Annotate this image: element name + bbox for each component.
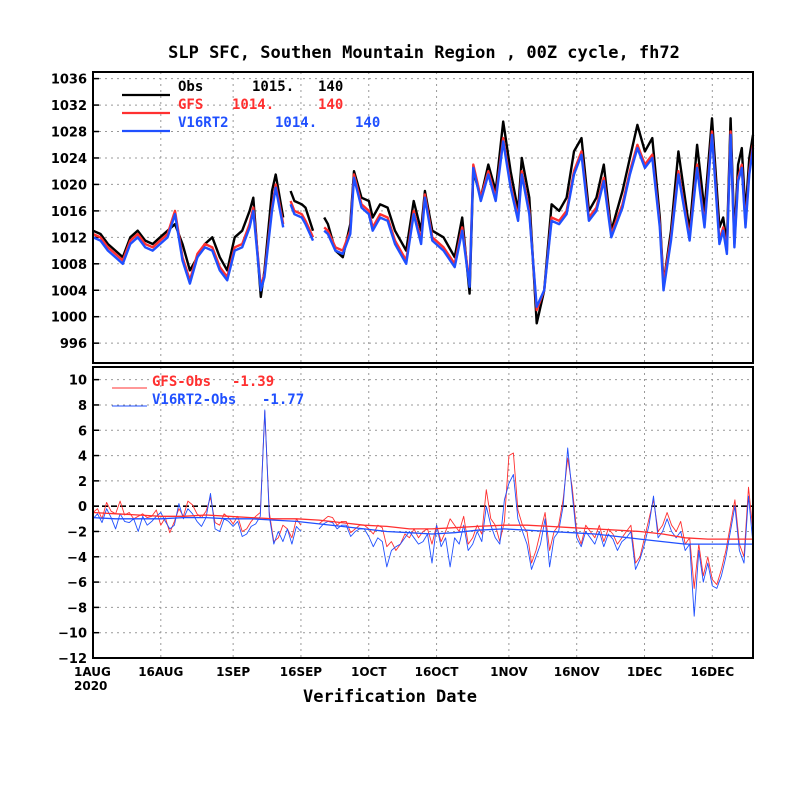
bottom-legend-label: V16RT2-Obs [152, 392, 236, 408]
bottom-legend-mean: -1.39 [232, 374, 274, 390]
gfs-obs-smoothed-line [92, 511, 753, 540]
bottom-panel: 10 8 6 4 2 0 −2 −4 −6 −8 −10 −12 GFS-Obs -1.39 V16RT2… [58, 366, 754, 667]
chart-title: SLP SFC, Southen Mountain Region , 00Z c… [168, 43, 680, 63]
top-y-tick-label: 1012 [51, 231, 87, 246]
top-legend-label: V16RT2 [178, 115, 229, 131]
x-tick-label: 16SEP [280, 665, 323, 679]
top-y-tick-labels: 1036 1032 1028 1024 1020 1016 1012 1008 1004 1000… [51, 73, 99, 352]
bottom-y-tick-label: 4 [78, 450, 87, 465]
bottom-y-tick-label: −10 [58, 627, 87, 642]
bottom-legend: GFS-Obs -1.39 V16RT2-Obs -1.77 [112, 374, 304, 408]
x-tick-label: 16DEC [690, 665, 734, 679]
top-y-tick-label: 1016 [51, 205, 87, 220]
top-y-tick-label: 996 [60, 337, 87, 352]
bottom-gridlines [93, 367, 753, 658]
x-tick-label: 1OCT [351, 665, 387, 679]
top-legend-mean: 1014. [232, 97, 274, 113]
v16rt2-obs-smoothed-line [92, 516, 753, 545]
x-tick-labels: 1AUG 16AUG 1SEP 16SEP 1OCT 16OCT 1NOV 16NOV 1DEC… [74, 665, 734, 679]
bottom-y-tick-label: 8 [78, 399, 87, 414]
bottom-y-tick-label: −8 [67, 601, 87, 616]
top-legend-mean: 1015. [252, 79, 294, 95]
top-y-tick-label: 1004 [51, 284, 87, 299]
top-y-tick-label: 1028 [51, 126, 87, 141]
bottom-series-lines [92, 409, 754, 617]
bottom-y-tick-label: 10 [69, 374, 87, 389]
top-plot-frame [92, 71, 754, 364]
top-series-lines [92, 117, 755, 325]
bottom-y-tick-label: −4 [67, 551, 87, 566]
x-tick-label: 16NOV [554, 665, 601, 679]
x-tick-label: 16AUG [138, 665, 183, 679]
bottom-y-tick-label: −2 [67, 525, 87, 540]
top-y-tick-label: 1024 [51, 152, 87, 167]
x-tick-label: 1SEP [216, 665, 250, 679]
bottom-y-tick-label: −12 [58, 652, 87, 667]
top-legend-label: Obs [178, 79, 203, 95]
v16rt2-line [92, 133, 755, 308]
x-axis-label: Verification Date [303, 687, 477, 707]
top-legend-mean: 1014. [275, 115, 317, 131]
top-legend-count: 140 [355, 115, 380, 131]
x-tick-label: 1DEC [627, 665, 663, 679]
bottom-plot-frame [92, 366, 754, 659]
bottom-legend-label: GFS-Obs [152, 374, 211, 390]
top-y-tick-label: 1032 [51, 99, 87, 114]
top-panel: 1036 1032 1028 1024 1020 1016 1012 1008 1004 1000… [51, 71, 755, 364]
bottom-y-tick-label: 2 [78, 475, 87, 490]
top-y-tick-label: 1000 [51, 311, 87, 326]
v16rt2-obs-line [92, 409, 754, 617]
top-y-tick-label: 1008 [51, 258, 87, 273]
x-tick-label: 1AUG [74, 665, 111, 679]
bottom-y-tick-label: 6 [78, 424, 87, 439]
bottom-y-tick-label: 0 [78, 500, 87, 515]
x-tick-label: 16OCT [415, 665, 460, 679]
top-y-tick-label: 1020 [51, 178, 87, 193]
top-y-tick-label: 1036 [51, 73, 87, 88]
bottom-legend-mean: -1.77 [262, 392, 304, 408]
x-year-label: 2020 [74, 679, 107, 693]
top-legend-count: 140 [318, 79, 343, 95]
bottom-y-tick-labels: 10 8 6 4 2 0 −2 −4 −6 −8 −10 −12 [58, 374, 99, 667]
top-legend-count: 140 [318, 97, 343, 113]
bottom-y-tick-label: −6 [67, 576, 87, 591]
x-tick-label: 1NOV [490, 665, 528, 679]
top-legend-label: GFS [178, 97, 203, 113]
